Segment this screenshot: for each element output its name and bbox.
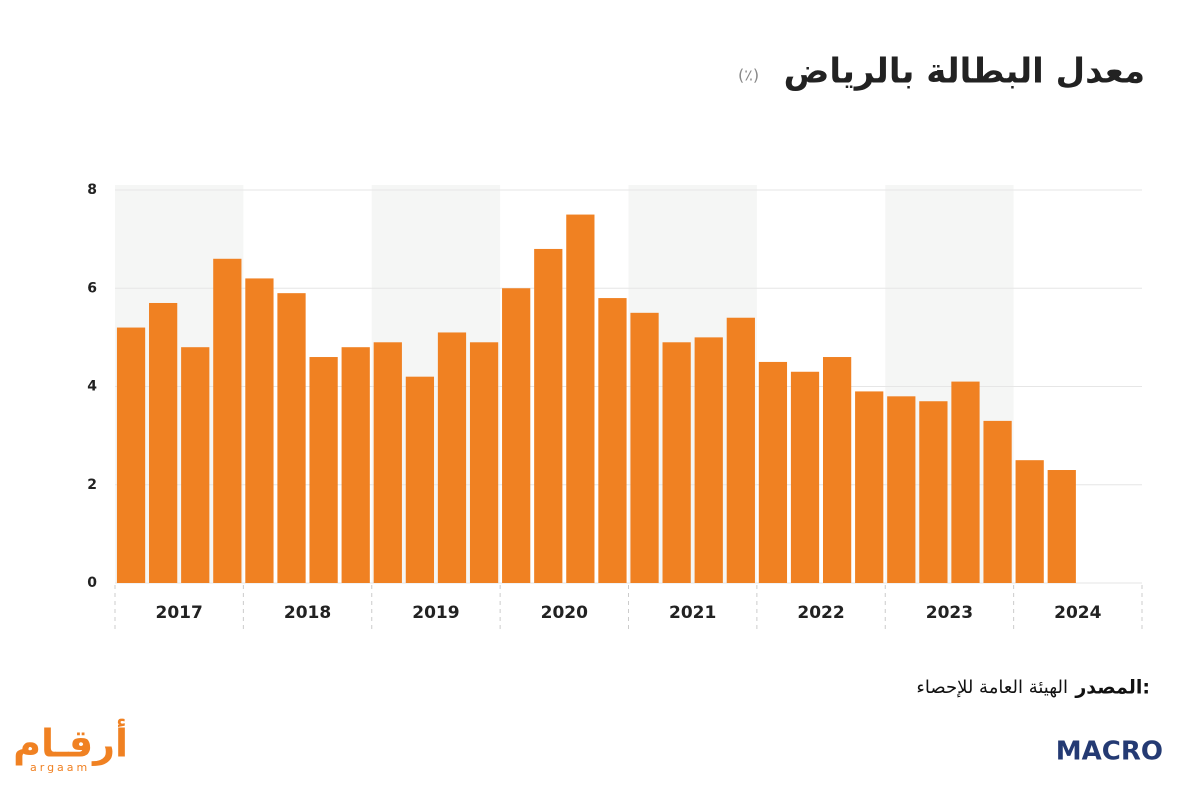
y-tick-label: 2	[87, 477, 97, 493]
y-tick-label: 4	[87, 379, 97, 395]
x-group-label: 2020	[541, 603, 588, 623]
bar	[662, 342, 691, 583]
bar	[149, 302, 178, 583]
x-group-label: 2018	[284, 603, 331, 623]
bar	[983, 420, 1012, 583]
argaam-logo-en: argaam	[30, 761, 90, 774]
chart-subtitle: (٪)	[738, 66, 759, 85]
chart-title: معدل البطالة بالرياض	[784, 52, 1145, 92]
bar	[469, 342, 499, 583]
bar	[566, 214, 595, 583]
bar	[630, 312, 659, 583]
bar	[726, 317, 755, 583]
x-group-label: 2024	[1054, 603, 1101, 623]
bar	[694, 337, 723, 583]
bar	[822, 357, 852, 583]
bar	[405, 376, 435, 583]
x-group-label: 2017	[156, 603, 203, 623]
y-tick-label: 0	[87, 575, 97, 591]
bar	[758, 361, 788, 583]
bar	[887, 396, 916, 583]
source-label: المصدر:	[1074, 677, 1150, 699]
x-group-label: 2021	[669, 603, 716, 623]
bar	[534, 248, 563, 583]
bar	[437, 332, 467, 583]
bar	[277, 293, 306, 583]
bar	[1047, 470, 1076, 583]
bar	[919, 401, 948, 583]
bar	[245, 278, 274, 583]
bar	[598, 298, 627, 583]
bar	[181, 347, 210, 583]
macro-logo: MACRO	[1056, 737, 1163, 767]
x-group-label: 2022	[797, 603, 844, 623]
bar	[855, 391, 884, 583]
bar	[116, 327, 146, 583]
bar	[502, 288, 531, 583]
bar	[951, 381, 980, 583]
source: الهيئة العامة للإحصاء	[916, 677, 1068, 698]
x-group-label: 2019	[412, 603, 459, 623]
y-tick-label: 6	[87, 280, 97, 296]
bar	[341, 347, 370, 583]
bar	[213, 258, 242, 583]
argaam-logo: أرقـام	[13, 719, 128, 767]
bar	[373, 342, 402, 583]
bar	[790, 371, 820, 583]
bar	[1015, 460, 1044, 583]
bar	[309, 357, 338, 583]
x-group-label: 2023	[926, 603, 973, 623]
y-tick-label: 8	[87, 182, 97, 198]
